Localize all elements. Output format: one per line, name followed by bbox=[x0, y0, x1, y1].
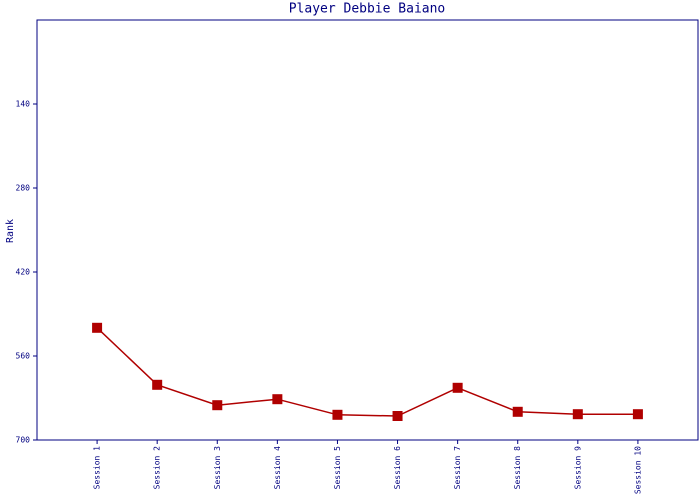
chart-title: Player Debbie Baiano bbox=[289, 2, 446, 17]
x-tick-label: Session 4 bbox=[273, 446, 282, 490]
point-marker bbox=[572, 409, 583, 420]
x-tick-label: Session 7 bbox=[453, 446, 462, 490]
point-marker bbox=[512, 406, 523, 417]
x-tick-label: Session 5 bbox=[333, 446, 342, 490]
series-line bbox=[96, 327, 638, 417]
point-marker bbox=[392, 411, 403, 421]
x-tick-label: Session 9 bbox=[573, 446, 582, 490]
y-tick-label: 560 bbox=[16, 352, 31, 361]
point-marker bbox=[332, 409, 343, 420]
y-tick-label: 280 bbox=[16, 184, 31, 193]
point-marker bbox=[152, 379, 163, 390]
point-marker bbox=[452, 382, 463, 393]
x-tick-label: Session 6 bbox=[393, 446, 402, 490]
y-tick-label: 140 bbox=[16, 100, 31, 109]
y-axis-label: Rank bbox=[5, 219, 16, 243]
y-tick-label: 700 bbox=[16, 436, 31, 445]
point-marker bbox=[212, 400, 223, 411]
x-tick-label: Session 10 bbox=[633, 446, 642, 494]
x-tick-label: Session 2 bbox=[153, 446, 162, 490]
y-tick-label: 420 bbox=[16, 268, 31, 277]
point-marker bbox=[272, 394, 283, 405]
x-tick-label: Session 1 bbox=[93, 446, 102, 490]
x-tick-label: Session 8 bbox=[513, 446, 522, 490]
plot-frame bbox=[36, 19, 699, 441]
x-tick-label: Session 3 bbox=[213, 446, 222, 490]
point-marker bbox=[632, 409, 643, 420]
point-marker bbox=[92, 322, 103, 333]
